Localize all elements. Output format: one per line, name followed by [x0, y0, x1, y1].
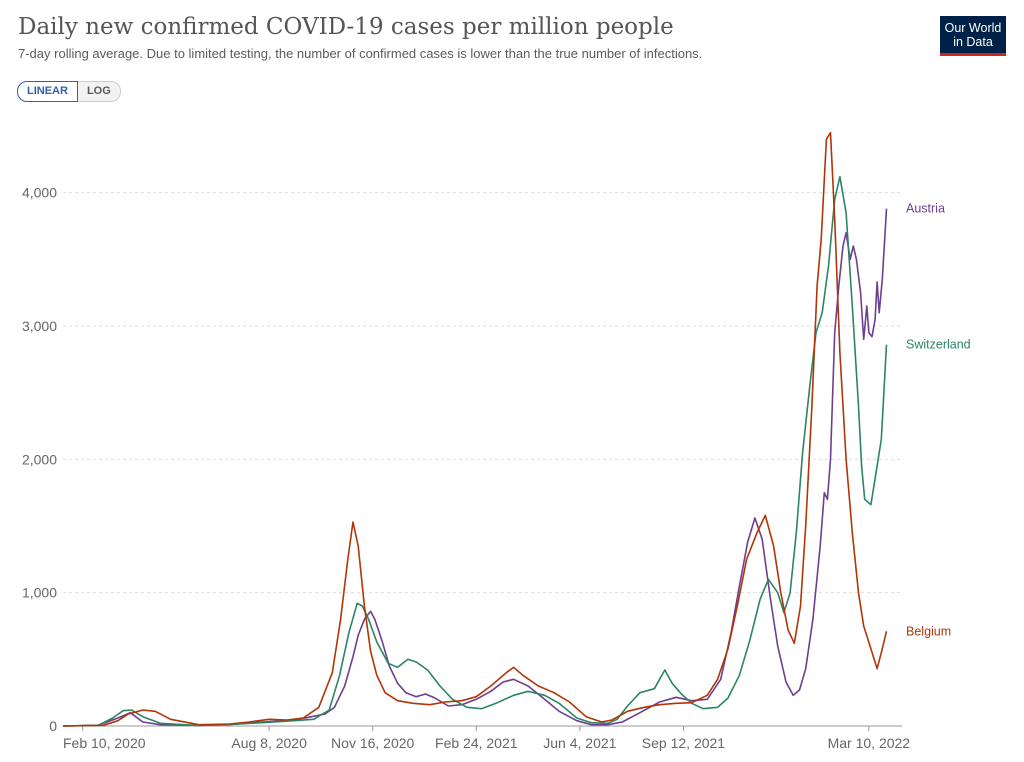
- y-tick-label: 2,000: [22, 451, 57, 467]
- series-labels: Austria Switzerland Belgium: [906, 202, 971, 639]
- x-tick-label: Nov 16, 2020: [331, 735, 414, 751]
- grid-lines: [63, 192, 902, 727]
- logo-accent-bar: [940, 53, 1006, 56]
- logo-line-2: in Data: [953, 35, 993, 49]
- y-tick-label: 3,000: [22, 318, 57, 334]
- x-tick-label: Feb 10, 2020: [63, 735, 146, 751]
- series-line-austria[interactable]: [62, 208, 888, 727]
- log-scale-button[interactable]: LOG: [77, 81, 121, 102]
- x-tick-label: Jun 4, 2021: [543, 735, 616, 751]
- y-tick-label: 1,000: [22, 585, 57, 601]
- series-label-belgium[interactable]: Belgium: [906, 624, 951, 638]
- x-tick-label: Feb 24, 2021: [435, 735, 518, 751]
- series-label-austria[interactable]: Austria: [906, 202, 945, 216]
- linear-scale-button[interactable]: LINEAR: [17, 81, 78, 102]
- series-label-switzerland[interactable]: Switzerland: [906, 338, 971, 352]
- owid-logo[interactable]: Our World in Data: [940, 16, 1006, 56]
- y-tick-label: 4,000: [22, 185, 57, 201]
- y-tick-label: 0: [49, 718, 57, 734]
- chart-subtitle: 7-day rolling average. Due to limited te…: [18, 46, 703, 61]
- series-lines: [62, 131, 888, 727]
- x-tick-label: Aug 8, 2020: [231, 735, 307, 751]
- chart-title: Daily new confirmed COVID-19 cases per m…: [18, 14, 674, 40]
- logo-line-1: Our World: [944, 21, 1002, 35]
- series-line-switzerland[interactable]: [62, 175, 888, 727]
- x-tick-label: Sep 12, 2021: [642, 735, 726, 751]
- series-line-belgium[interactable]: [62, 131, 888, 727]
- scale-toggle: LINEAR LOG: [17, 81, 121, 102]
- y-axis-ticks: 0 1,000 2,000 3,000 4,000: [22, 185, 57, 734]
- x-axis-ticks: Feb 10, 2020 Aug 8, 2020 Nov 16, 2020 Feb 2…: [63, 726, 910, 751]
- x-tick-label: Mar 10, 2022: [828, 735, 911, 751]
